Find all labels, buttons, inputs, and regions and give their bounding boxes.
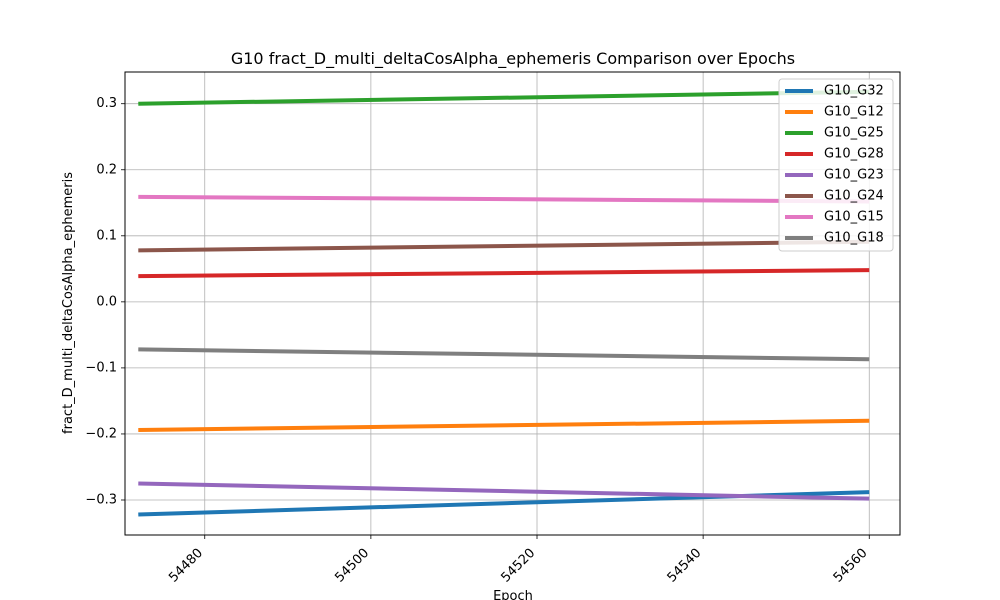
series-line-g10-g24 xyxy=(138,239,870,253)
x-tick-label: 54500 xyxy=(332,546,372,586)
x-axis: 54480 54500 54520 54540 54560 xyxy=(166,535,871,586)
legend-box xyxy=(778,78,894,252)
x-tick-label: 54480 xyxy=(166,546,206,586)
legend-label: G10_G32 xyxy=(824,84,884,99)
y-tick-label: −0.1 xyxy=(85,360,117,375)
series-line-g10-g23 xyxy=(138,481,870,501)
legend-label: G10_G23 xyxy=(824,168,884,183)
x-tick-label: 54540 xyxy=(665,546,705,586)
legend-label: G10_G24 xyxy=(824,189,884,204)
legend-label: G10_G25 xyxy=(824,126,884,141)
legend-label: G10_G28 xyxy=(824,147,884,162)
y-tick-label: −0.3 xyxy=(85,492,117,507)
y-tick-label: 0.3 xyxy=(96,96,117,111)
y-tick-label: 0.1 xyxy=(96,228,117,243)
x-axis-label: Epoch xyxy=(493,589,533,600)
x-tick-label: 54560 xyxy=(831,546,871,586)
y-tick-label: −0.2 xyxy=(85,426,117,441)
series-line-g10-g25 xyxy=(138,89,870,106)
legend-label: G10_G18 xyxy=(824,231,884,246)
y-axis: −0.3 −0.2 −0.1 0.0 0.1 0.2 0.3 xyxy=(85,96,125,507)
series-line-g10-g15 xyxy=(138,194,870,204)
chart-title: G10 fract_D_multi_deltaCosAlpha_ephemeri… xyxy=(231,49,795,69)
x-tick-label: 54520 xyxy=(498,546,538,586)
y-tick-label: 0.0 xyxy=(96,294,117,309)
series-lines xyxy=(138,89,870,517)
y-axis-label: fract_D_multi_deltaCosAlpha_ephemeris xyxy=(61,172,76,434)
plot-frame xyxy=(124,71,901,536)
series-line-g10-g28 xyxy=(138,268,870,279)
y-tick-label: 0.2 xyxy=(96,162,117,177)
legend-label: G10_G12 xyxy=(824,105,884,120)
legend-label: G10_G15 xyxy=(824,210,884,225)
legend: G10_G32 G10_G12 G10_G25 G10_G28 G10_G23 G10_G… xyxy=(778,78,894,252)
series-line-g10-g18 xyxy=(138,347,870,362)
series-line-g10-g12 xyxy=(138,418,870,432)
